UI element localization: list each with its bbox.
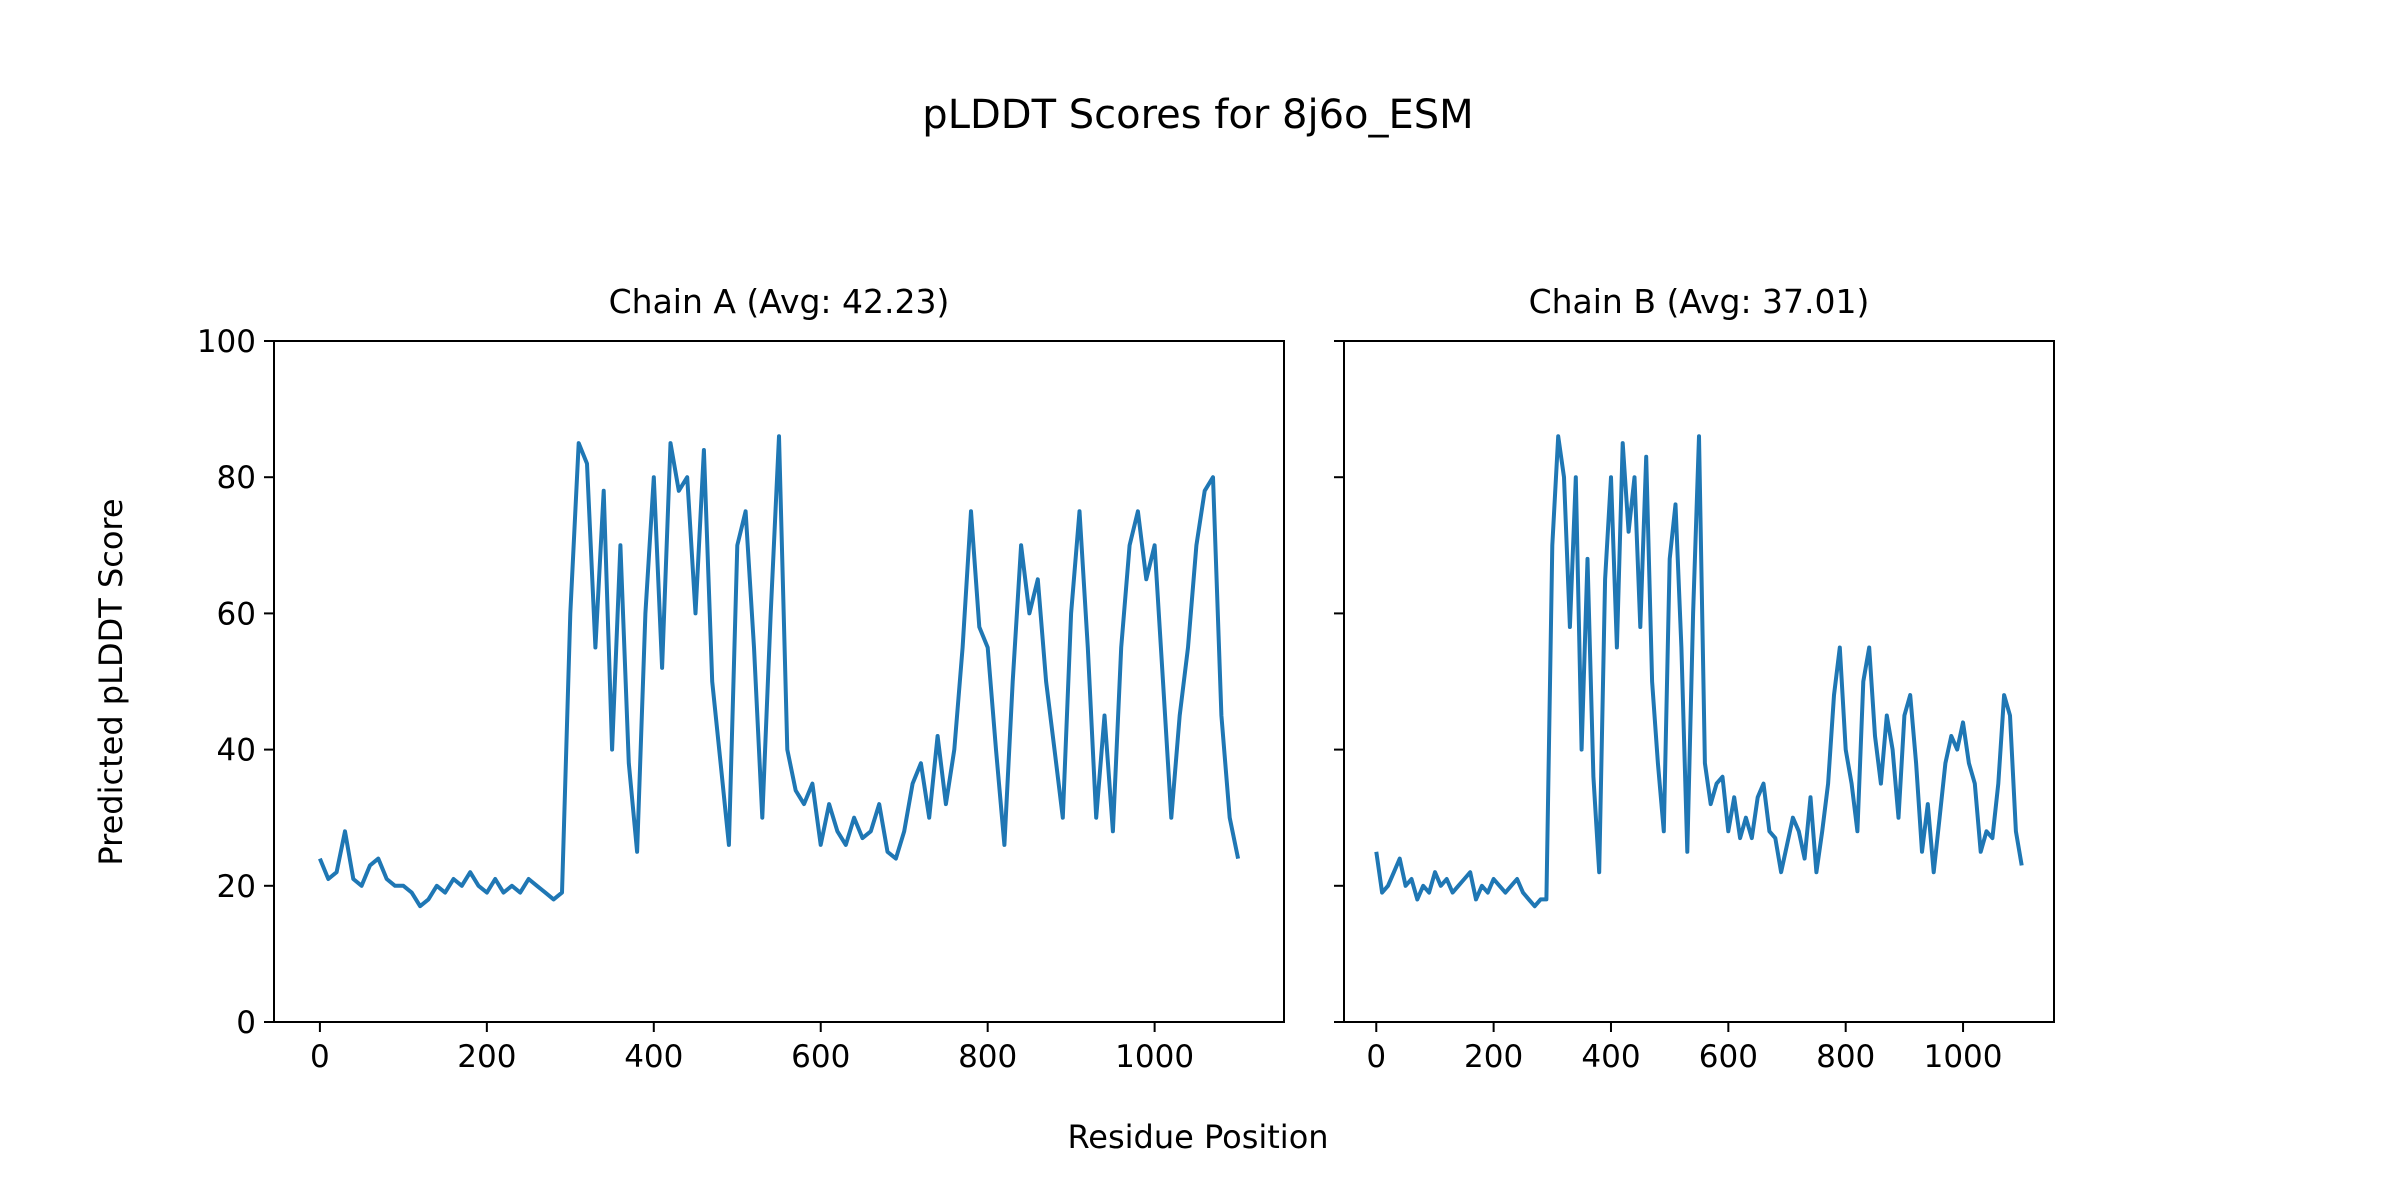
y-tick-label: 40 [217,733,256,769]
axes-frame [1343,340,2055,1023]
x-axis-label: Residue Position [1067,1118,1328,1156]
y-tick-label: 0 [236,1005,256,1041]
subplot-title: Chain A (Avg: 42.23) [609,282,950,321]
subplot-title: Chain B (Avg: 37.01) [1529,282,1870,321]
chart-title: pLDDT Scores for 8j6o_ESM [922,92,1473,138]
y-tick-label: 100 [197,324,256,360]
axes-frame [273,340,1285,1023]
series-line [318,434,1241,909]
x-tick-label: 200 [1464,1039,1523,1075]
x-tick-label: 400 [1581,1039,1640,1075]
x-tick-label: 0 [1366,1039,1386,1075]
series-line [1374,434,2024,909]
x-tick-label: 800 [1816,1039,1875,1075]
x-tick-label: 200 [457,1039,516,1075]
panel-chain-b: Chain B (Avg: 37.01) 0 200 400 600 800 1000 [1334,282,2055,1075]
panel-chain-a: Chain A (Avg: 42.23) 0 200 400 600 800 1000 0 20… [197,282,1285,1075]
y-axis-label: Predicted pLDDT Score [92,498,130,865]
x-tick-label: 600 [1699,1039,1758,1075]
y-tick-label: 80 [217,460,256,496]
x-tick-label: 800 [958,1039,1017,1075]
x-tick-label: 400 [624,1039,683,1075]
x-tick-label: 600 [791,1039,850,1075]
x-tick-label: 1000 [1115,1039,1194,1075]
x-tick-label: 0 [310,1039,330,1075]
y-tick-label: 20 [217,869,256,905]
x-tick-label: 1000 [1924,1039,2003,1075]
y-tick-label: 60 [217,596,256,632]
